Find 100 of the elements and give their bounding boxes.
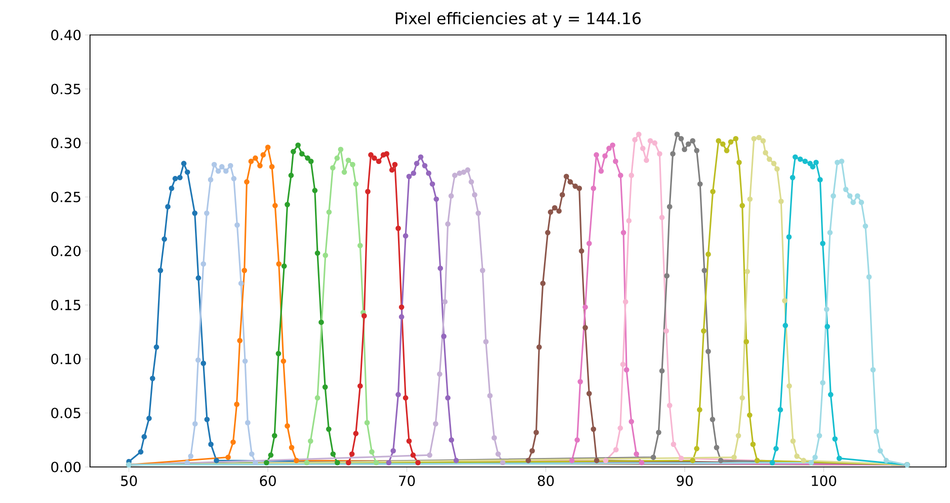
point	[346, 158, 352, 163]
point	[426, 170, 432, 176]
point	[682, 146, 688, 152]
point	[812, 454, 818, 460]
point	[430, 181, 436, 187]
point	[252, 460, 258, 466]
point	[353, 430, 359, 436]
point	[330, 451, 336, 457]
point	[342, 169, 348, 175]
point	[746, 412, 752, 418]
point	[820, 240, 826, 246]
point	[534, 430, 539, 436]
point	[582, 324, 588, 330]
point	[572, 183, 578, 189]
point	[590, 426, 596, 432]
point	[664, 273, 670, 279]
point	[594, 458, 600, 464]
point	[322, 384, 328, 390]
point	[774, 166, 780, 172]
point	[223, 168, 229, 174]
point	[487, 393, 493, 398]
point	[716, 138, 722, 144]
point	[184, 169, 190, 175]
point	[556, 208, 562, 214]
point	[369, 449, 375, 455]
point	[436, 371, 442, 377]
point	[620, 362, 626, 368]
point	[778, 407, 784, 412]
point	[177, 174, 183, 180]
point	[870, 367, 876, 372]
point	[744, 339, 750, 344]
point	[610, 142, 616, 148]
y-tick-label: 0.10	[51, 354, 81, 364]
point	[786, 234, 792, 240]
point	[288, 444, 294, 450]
point	[350, 162, 356, 168]
point	[396, 226, 401, 232]
point	[483, 339, 489, 344]
point	[195, 357, 201, 363]
point	[694, 446, 700, 452]
point	[750, 442, 756, 448]
point	[230, 439, 236, 445]
point	[754, 458, 760, 464]
x-tick-label: 80	[538, 476, 554, 486]
point	[480, 268, 486, 274]
point	[402, 395, 408, 401]
point	[406, 438, 412, 444]
point	[656, 430, 662, 436]
point	[384, 151, 390, 156]
point	[295, 142, 301, 148]
point	[802, 158, 808, 164]
y-tick-label: 0.30	[51, 138, 81, 148]
point	[238, 280, 244, 286]
point	[710, 416, 716, 422]
point	[389, 167, 395, 173]
point	[386, 460, 392, 466]
point	[602, 153, 608, 159]
point	[192, 210, 198, 216]
point	[847, 193, 853, 199]
point	[690, 138, 696, 144]
point	[582, 304, 588, 310]
point	[284, 423, 290, 429]
point	[700, 328, 706, 334]
x-tick-label: 70	[399, 476, 415, 486]
point	[824, 306, 830, 312]
point	[357, 383, 363, 389]
point	[237, 338, 243, 344]
point	[172, 176, 178, 182]
point	[154, 344, 160, 350]
point	[346, 460, 352, 466]
point	[244, 179, 250, 185]
point	[526, 458, 531, 464]
point	[756, 134, 762, 140]
point	[368, 152, 374, 158]
point	[438, 266, 444, 271]
point	[495, 451, 501, 457]
point	[219, 164, 225, 170]
point	[834, 160, 840, 166]
point	[234, 402, 240, 408]
point	[304, 460, 310, 466]
point	[644, 158, 650, 163]
point	[652, 140, 658, 146]
point	[398, 304, 404, 310]
point	[640, 146, 646, 152]
point	[578, 378, 583, 384]
point	[406, 174, 412, 180]
point	[276, 350, 282, 356]
point	[714, 444, 720, 450]
point	[184, 460, 190, 466]
point	[794, 453, 800, 459]
point	[245, 420, 250, 426]
point	[402, 233, 408, 239]
point	[648, 138, 653, 144]
point	[268, 452, 274, 458]
point	[702, 268, 708, 274]
point	[242, 268, 248, 274]
point	[718, 458, 724, 464]
point	[410, 170, 416, 176]
point	[208, 442, 214, 448]
point	[817, 177, 823, 182]
